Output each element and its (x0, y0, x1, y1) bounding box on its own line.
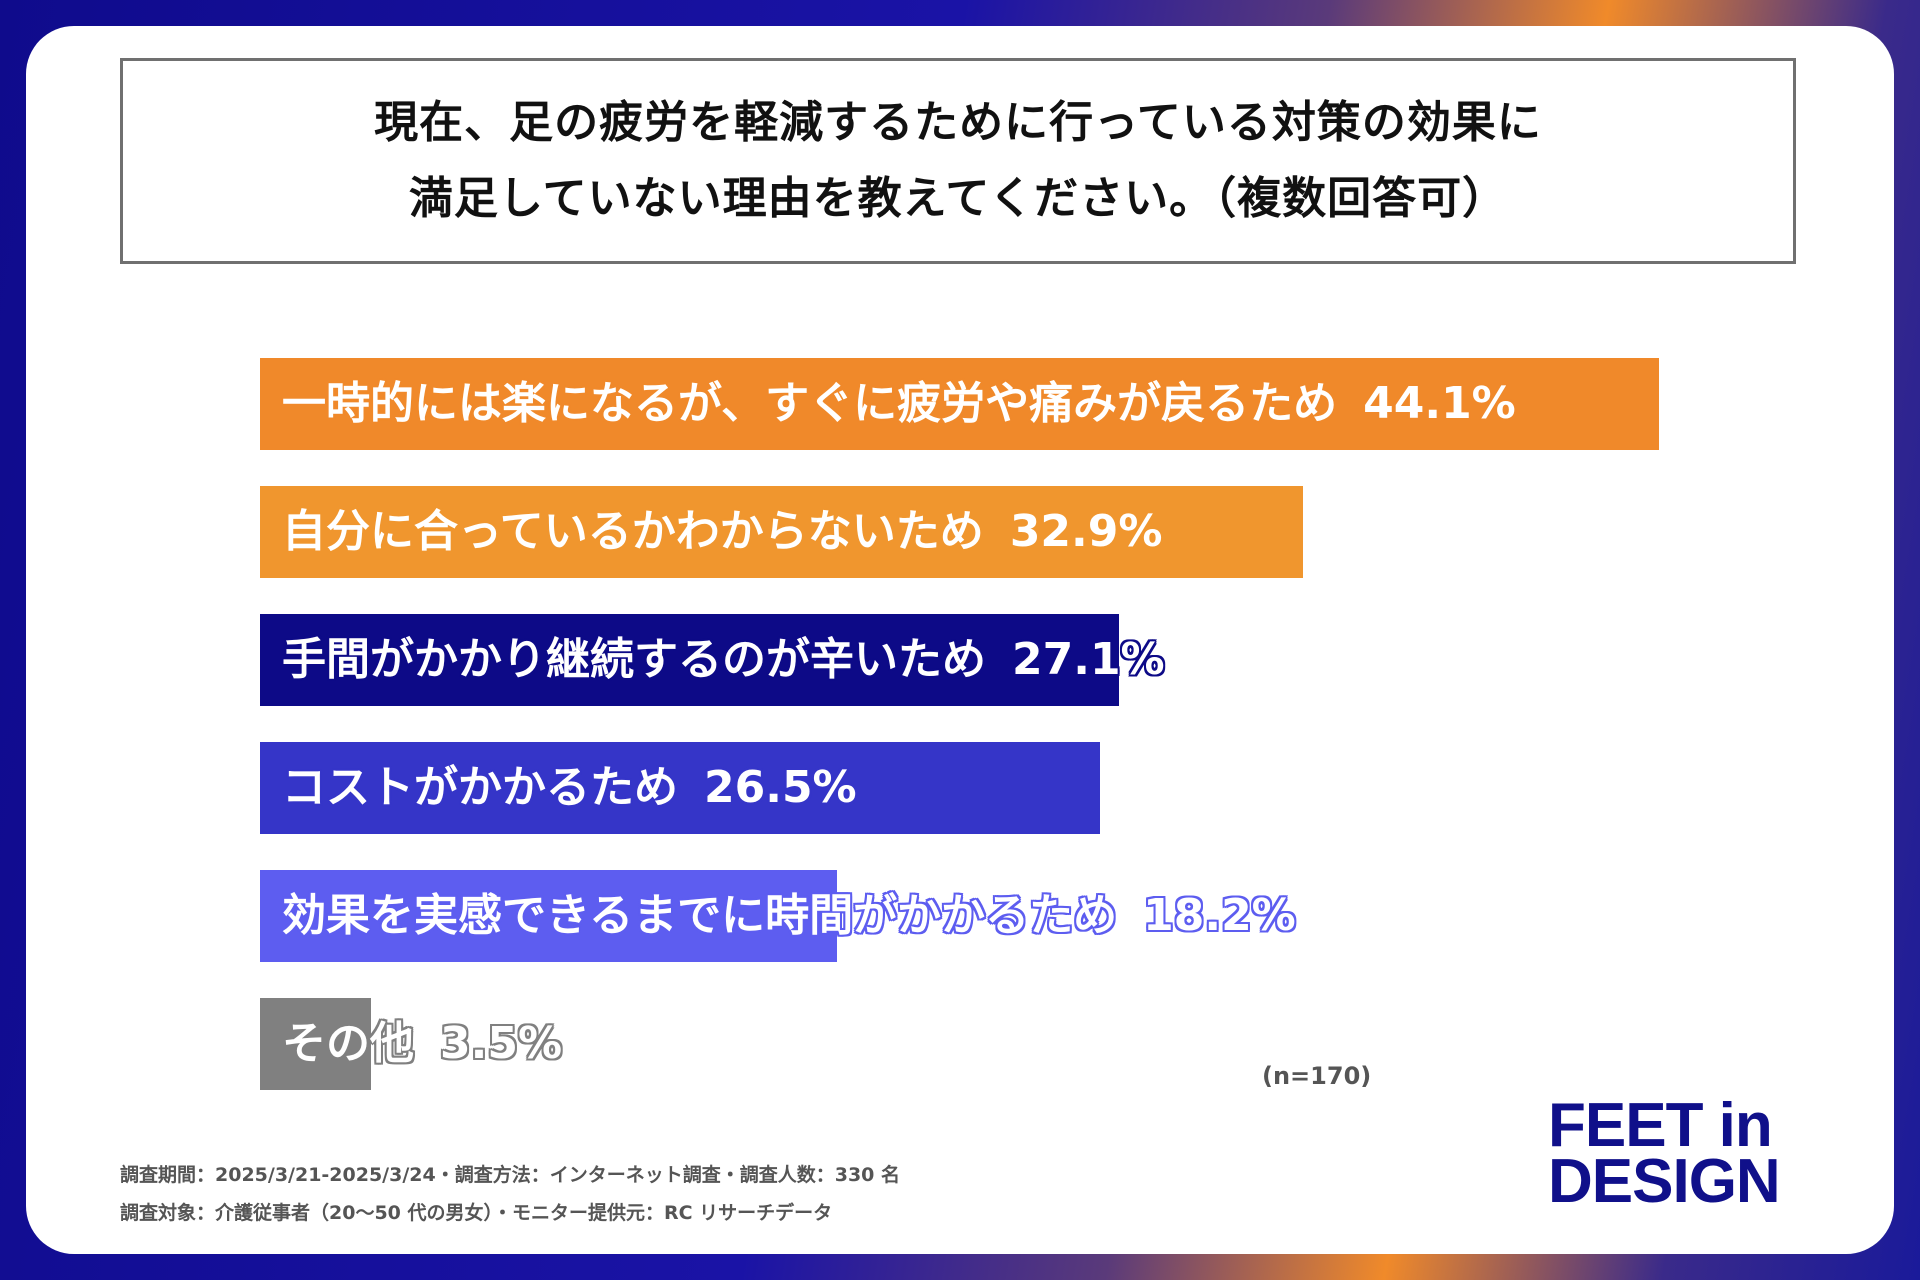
bar-1 (260, 358, 1659, 450)
category-label: 効果を実感できるまでに時間がかかるため (282, 890, 1118, 941)
category-label: 一時的には楽になるが、すぐに疲労や痛みが戻るため (282, 378, 1338, 429)
brand-logo: FEET in DESIGN (1548, 1091, 1808, 1216)
bar-3 (260, 614, 1119, 706)
bar-label-5: 効果を実感できるまでに時間がかかるため 18.2% (282, 870, 1296, 962)
category-label: コストがかかるため (282, 762, 678, 813)
survey-note-1: 調査期間：2025/3/21-2025/3/24・調査方法：インターネット調査・… (120, 1164, 901, 1186)
bar-4 (260, 742, 1100, 834)
bar-label-6: その他 3.5% (282, 998, 562, 1090)
bar-2 (260, 486, 1303, 578)
value-label: 27.1% (1012, 634, 1165, 685)
value-label: 18.2% (1143, 890, 1296, 941)
sample-size-label: (n=170) (1262, 1062, 1372, 1090)
bar-5 (260, 870, 837, 962)
brand-logo-line-1: FEET in (1548, 1091, 1773, 1160)
value-label: 3.5% (440, 1018, 563, 1069)
question-title-line-2: 満足していない理由を教えてください。（複数回答可） (408, 173, 1508, 224)
category-label: その他 (282, 1018, 414, 1069)
value-label: 32.9% (1009, 506, 1163, 557)
bar-label-2: 自分に合っているかわからないため 32.9% (282, 486, 1162, 578)
bar-label-3: 手間がかかり継続するのが辛いため 27.1% (282, 614, 1165, 706)
category-label: 自分に合っているかわからないため (282, 506, 984, 557)
value-label: 44.1% (1363, 378, 1516, 429)
category-label: 手間がかかり継続するのが辛いため (282, 634, 986, 685)
bar-6 (260, 998, 371, 1090)
value-label: 26.5% (704, 762, 857, 813)
question-title-line-1: 現在、足の疲労を軽減するために行っている対策の効果に (374, 97, 1542, 148)
brand-logo-line-2: DESIGN (1548, 1147, 1781, 1216)
survey-note-2: 調査対象：介護従事者（20～50 代の男女）・モニター提供元：RC リサーチデー… (120, 1202, 833, 1224)
bar-label-4: コストがかかるため 26.5% (282, 742, 857, 834)
bar-label-1: 一時的には楽になるが、すぐに疲労や痛みが戻るため 44.1% (282, 358, 1516, 450)
question-title-box: 現在、足の疲労を軽減するために行っている対策の効果に 満足していない理由を教えて… (120, 58, 1796, 264)
